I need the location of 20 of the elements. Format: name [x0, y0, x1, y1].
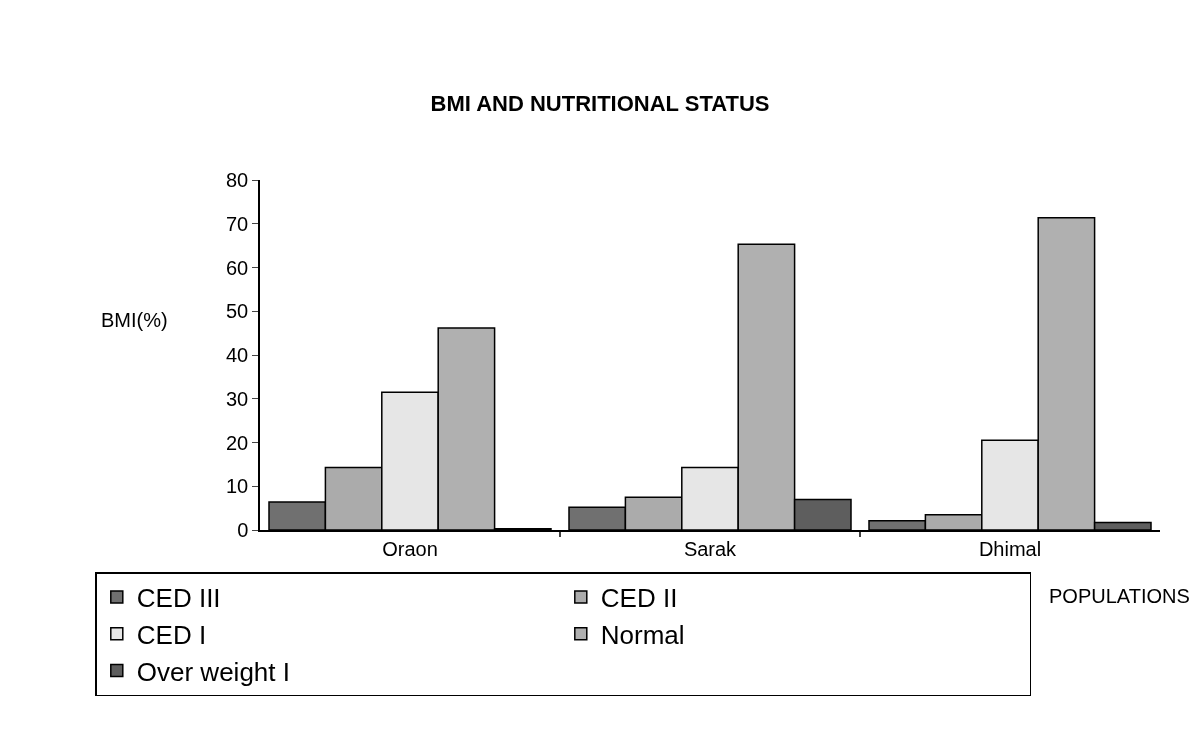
legend-label: Normal	[600, 619, 685, 650]
y-axis-title: BMI(%)	[101, 309, 168, 331]
legend-label: Over weight I	[136, 656, 290, 687]
y-tick-label: 70	[226, 212, 249, 235]
y-tick-label: 30	[226, 387, 249, 410]
x-axis-title: POPULATIONS	[1049, 585, 1190, 607]
y-tick-label: 50	[226, 300, 249, 323]
legend-label: CED III	[136, 583, 221, 614]
y-tick-label: 0	[237, 519, 249, 541]
y-tick-label: 80	[226, 169, 249, 191]
legend-label: CED I	[136, 619, 207, 650]
x-tick-label: Oraon	[382, 537, 438, 560]
y-tick-label: 60	[226, 256, 249, 279]
legend-label: CED II	[600, 583, 678, 614]
y-tick-label: 10	[226, 475, 249, 498]
x-tick-label: Dhimal	[978, 537, 1042, 560]
y-tick-label: 40	[226, 344, 249, 366]
y-tick-label: 20	[226, 431, 249, 454]
x-tick-label: Sarak	[683, 537, 738, 560]
chart-title: BMI AND NUTRITIONAL STATUS	[430, 90, 770, 116]
